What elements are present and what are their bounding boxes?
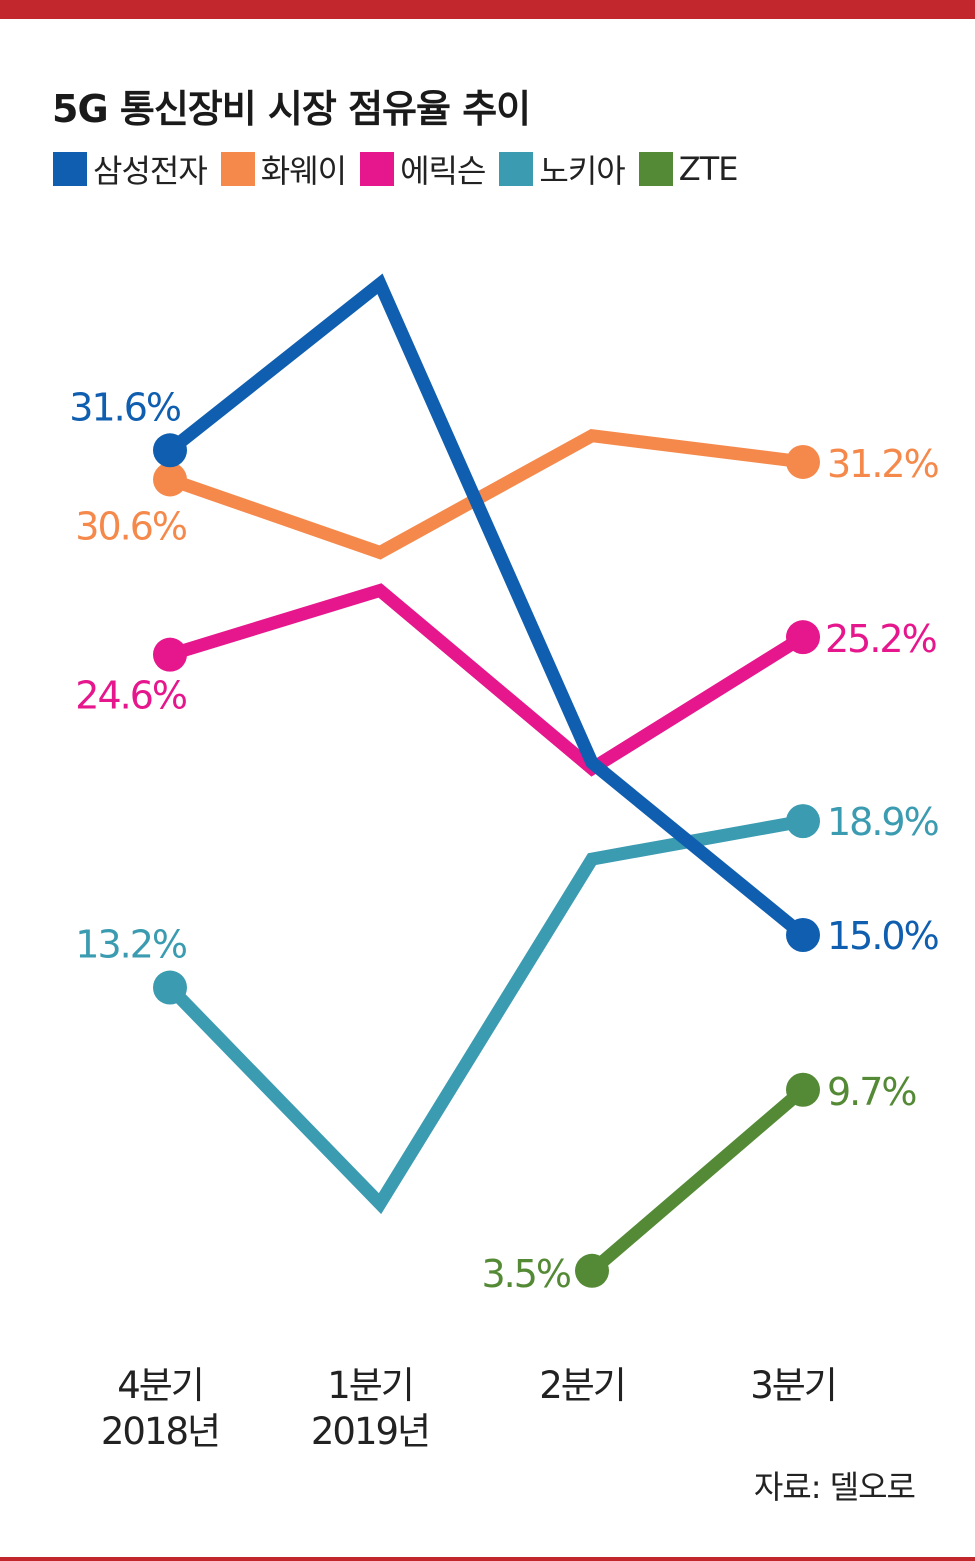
legend-label-zte: ZTE [678, 150, 739, 188]
data-label-ericsson-0: 24.6% [75, 674, 187, 718]
legend-label-nokia: 노키아 [539, 152, 625, 190]
legend-swatch-huawei [220, 152, 255, 186]
x-tick-sublabel-0: 2018년 [101, 1410, 219, 1453]
data-point-ericsson-3 [786, 620, 820, 655]
data-point-huawei-3 [786, 444, 820, 479]
series-line-nokia [165, 814, 805, 1215]
legend-swatch-nokia [499, 152, 534, 186]
data-label-nokia-0: 13.2% [75, 923, 187, 967]
legend-item-nokia: 노키아 [499, 146, 626, 192]
data-point-nokia-3 [786, 804, 820, 839]
bottom-accent-bar [0, 1557, 975, 1561]
chart-title: 5G 통신장비 시장 점유율 추이 [52, 87, 531, 131]
x-tick-label-2: 2분기 [539, 1364, 625, 1407]
data-point-huawei-0 [153, 462, 187, 497]
x-tick-label-3: 3분기 [750, 1364, 836, 1407]
data-label-samsung-0: 31.6% [69, 385, 181, 429]
top-accent-bar [0, 0, 975, 19]
data-point-zte-3 [786, 1072, 820, 1107]
data-point-ericsson-0 [153, 637, 187, 672]
data-point-zte-2 [575, 1253, 609, 1288]
legend-item-samsung: 삼성전자 [53, 146, 208, 192]
legend-swatch-zte [638, 152, 673, 186]
data-label-huawei-0: 30.6% [75, 504, 187, 548]
legend: 삼성전자 화웨이 에릭슨 노키아 ZTE [53, 146, 751, 192]
data-label-zte-2: 3.5% [481, 1252, 570, 1296]
data-label-samsung-3: 15.0% [827, 914, 939, 958]
data-point-nokia-0 [153, 970, 187, 1005]
series-line-zte [587, 1084, 808, 1276]
x-tick-label-0: 4분기 [117, 1364, 203, 1407]
series-line-ericsson [168, 583, 807, 777]
legend-label-huawei: 화웨이 [260, 152, 347, 190]
x-tick-label-1: 1분기 [327, 1364, 413, 1407]
legend-item-ericsson: 에릭슨 [360, 146, 486, 192]
series-line-samsung [165, 273, 808, 941]
data-label-nokia-3: 18.9% [827, 800, 939, 844]
series-line-huawei [167, 428, 804, 560]
data-label-huawei-3: 31.2% [827, 442, 939, 486]
source-note: 자료: 델오로 [753, 1468, 916, 1506]
legend-swatch-ericsson [360, 152, 395, 186]
data-label-zte-3: 9.7% [827, 1070, 916, 1114]
data-label-ericsson-3: 25.2% [825, 617, 937, 661]
data-point-samsung-0 [153, 433, 187, 468]
legend-label-samsung: 삼성전자 [93, 152, 208, 190]
legend-item-huawei: 화웨이 [220, 146, 347, 192]
legend-item-zte: ZTE [638, 150, 739, 188]
legend-label-ericsson: 에릭슨 [400, 152, 486, 190]
data-point-samsung-3 [786, 918, 820, 952]
x-tick-sublabel-1: 2019년 [311, 1410, 429, 1453]
legend-swatch-samsung [53, 152, 87, 186]
